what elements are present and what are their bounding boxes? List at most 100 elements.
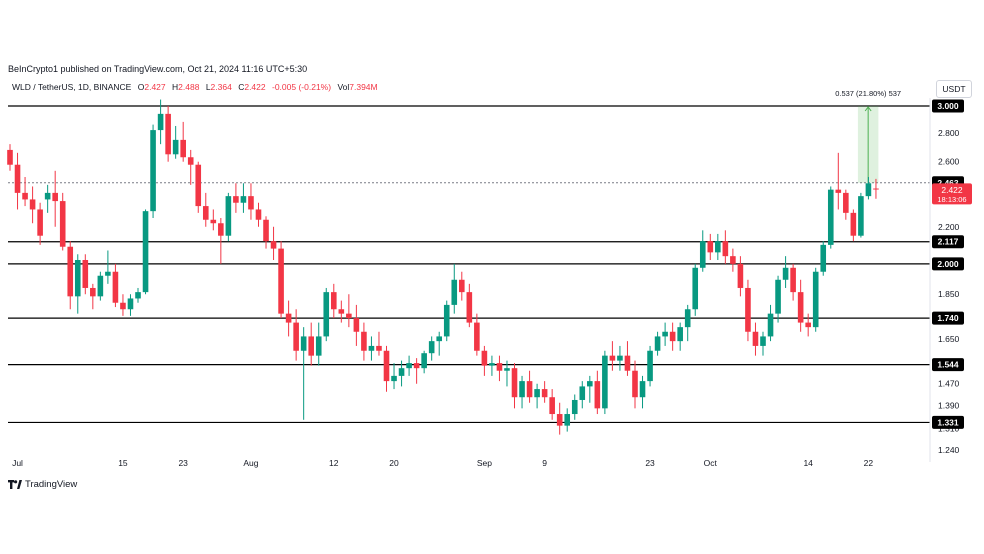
candle-down	[413, 358, 420, 384]
candle-body	[105, 271, 111, 276]
candle-down	[594, 370, 601, 415]
candle-up	[760, 331, 766, 356]
candle-up	[820, 241, 827, 276]
candle-down	[7, 144, 13, 171]
candle-down	[67, 241, 74, 310]
candle-body	[797, 292, 804, 323]
candle-body	[639, 381, 646, 398]
candle-down	[624, 341, 631, 376]
candle-down	[270, 226, 277, 260]
candles	[7, 99, 879, 435]
candle-body	[150, 130, 156, 212]
tradingview-brand[interactable]: TradingView	[8, 479, 77, 490]
candle-down	[481, 345, 488, 376]
candle-body	[481, 350, 488, 366]
price-range-measure[interactable]: 0.537 (21.80%) 537	[835, 89, 901, 183]
candle-body	[459, 279, 465, 293]
candle-down	[202, 192, 209, 227]
candle-up	[436, 331, 443, 356]
candle-down	[835, 152, 842, 210]
candle-body	[782, 267, 789, 280]
candle-body	[526, 381, 533, 398]
candle-body	[624, 355, 631, 371]
candle-down	[353, 304, 360, 346]
time-tick-label: 22	[864, 458, 874, 468]
candle-body	[361, 331, 367, 351]
time-tick-label: Sep	[477, 458, 492, 468]
symbol-legend: WLD / TetherUS, 1D, BINANCE O2.427 H2.48…	[12, 82, 378, 92]
last-price-tag	[932, 183, 972, 205]
candle-body	[428, 341, 435, 354]
currency-selector[interactable]: USDT	[936, 80, 972, 98]
candle-up	[519, 375, 525, 409]
candle-up	[699, 230, 706, 272]
level-tag	[932, 358, 964, 372]
candle-up	[150, 124, 156, 219]
candle-up	[504, 360, 510, 387]
candle-up	[858, 192, 864, 238]
candle-body	[466, 292, 473, 323]
candle-up	[74, 254, 81, 314]
candle-body	[353, 318, 360, 332]
candle-body	[647, 350, 653, 382]
candle-down	[263, 216, 269, 249]
candle-up	[602, 350, 608, 415]
last-price-text: 2.422	[941, 185, 963, 195]
candle-body	[240, 196, 247, 203]
candle-up	[391, 363, 397, 390]
candle-up	[865, 176, 872, 200]
candle-up	[451, 263, 458, 314]
candle-down	[361, 322, 367, 361]
candle-body	[255, 209, 262, 220]
low-label: L	[205, 82, 211, 92]
candle-body	[195, 164, 202, 207]
candle-down	[873, 178, 879, 199]
price-tick-label: 1.850	[938, 289, 960, 299]
candle-body	[730, 256, 736, 264]
candle-up	[127, 294, 134, 316]
candle-up	[44, 184, 51, 213]
candle-up	[812, 267, 819, 332]
candle-up	[489, 355, 495, 376]
candle-down	[745, 279, 751, 342]
candle-up	[662, 322, 668, 346]
candle-body	[541, 389, 548, 398]
candle-up	[225, 192, 232, 242]
candle-down	[338, 300, 345, 323]
candle-down	[22, 176, 28, 207]
candle-up	[172, 125, 179, 159]
candle-down	[609, 341, 616, 371]
time-tick-label: 15	[118, 458, 128, 468]
candle-body	[722, 241, 729, 257]
candle-body	[767, 313, 774, 337]
candle-up	[443, 300, 450, 342]
level-tag-text: 1.331	[937, 417, 959, 427]
candle-down	[850, 209, 857, 242]
candle-down	[37, 202, 43, 245]
candle-down	[52, 170, 58, 227]
candle-up	[534, 383, 540, 409]
candle-down	[308, 322, 314, 366]
candle-up	[654, 331, 661, 356]
candle-up	[240, 183, 247, 213]
high-label: H	[172, 82, 179, 92]
candle-body	[745, 287, 751, 332]
candle-up	[579, 381, 586, 409]
candle-up	[587, 375, 593, 403]
candle-body	[519, 381, 525, 398]
candle-body	[29, 199, 36, 210]
candle-up	[300, 327, 307, 420]
candle-down	[90, 283, 96, 310]
candle-body	[594, 381, 601, 409]
change-value: -0.005 (-0.21%)	[272, 82, 332, 92]
candle-body	[112, 271, 119, 303]
level-tag-text: 2.000	[937, 259, 959, 269]
candle-body	[556, 414, 563, 426]
candle-body	[398, 368, 405, 376]
high-value: 2.488	[178, 82, 200, 92]
price-tick-label: 2.600	[938, 157, 960, 167]
symbol-name[interactable]: WLD / TetherUS, 1D, BINANCE	[12, 82, 132, 92]
candle-body	[775, 279, 781, 314]
candle-down	[180, 121, 186, 162]
